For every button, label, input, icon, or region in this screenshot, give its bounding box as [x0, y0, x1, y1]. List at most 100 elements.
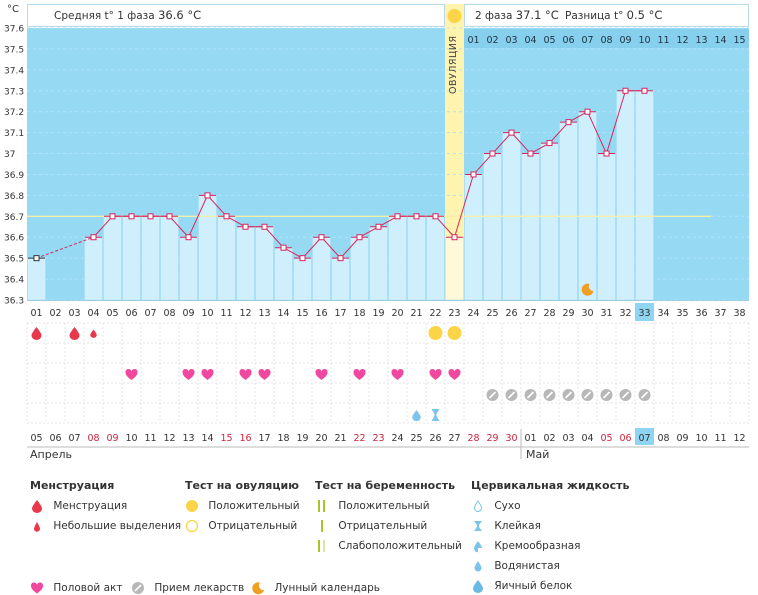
calendar-day-label: 24 [391, 433, 403, 444]
menstruation-drop-icon [69, 327, 80, 340]
temp-point [147, 213, 154, 220]
temp-bar [331, 257, 350, 301]
month-may: Май [526, 448, 550, 461]
legend-creamy-label: Кремообразная [494, 540, 581, 552]
temp-bar [236, 226, 255, 301]
temp-segment [454, 174, 474, 238]
drop-icon [32, 500, 42, 513]
y-tick-label: 36.4 [4, 276, 24, 286]
calendar-day-label: 12 [163, 433, 175, 444]
temp-point [527, 150, 534, 157]
y-tick-label: 36.6 [4, 234, 24, 244]
temp-segment [587, 111, 607, 154]
cycle-day-label: 02 [49, 308, 61, 319]
legend-preg-positive-label: Положительный [338, 500, 430, 512]
intercourse-heart-icon [239, 368, 252, 380]
calendar-day-label: 18 [277, 433, 289, 444]
temp-point [508, 129, 515, 136]
calendar-day-label: 29 [486, 433, 498, 444]
moon-icon [252, 582, 264, 595]
calendar-day-label: 28 [467, 433, 479, 444]
phase2-header-box [464, 4, 749, 27]
phase2-day-label: 13 [695, 35, 707, 46]
ovulation-sun-icon [447, 9, 462, 23]
phase2-day-label: 09 [619, 35, 631, 46]
temp-bar [122, 216, 141, 301]
cycle-day-label: 05 [106, 308, 118, 319]
temp-segment [511, 132, 531, 154]
temp-segment [492, 132, 512, 154]
temp-bar [483, 153, 502, 301]
y-tick-label: 37.5 [4, 45, 24, 55]
cycle-day-label: 18 [353, 308, 365, 319]
ovulation-column [445, 4, 464, 300]
cycle-day-label: 35 [676, 308, 688, 319]
temp-bar [616, 90, 635, 301]
single-bar-icon [321, 520, 323, 532]
cycle-day-label: 26 [505, 308, 517, 319]
legend-egg-white: Яичный белок [471, 579, 572, 593]
calendar-day-label: 06 [49, 433, 61, 444]
cycle-day-label: 27 [524, 308, 536, 319]
temperature-line [28, 87, 653, 262]
intercourse-heart-icon [125, 368, 138, 380]
temp-bar [521, 153, 540, 301]
calendar-day-label: 05 [30, 433, 42, 444]
calendar-day-label: 09 [676, 433, 688, 444]
calendar-day-label: 10 [695, 433, 707, 444]
medication-pill-stripe [507, 391, 516, 399]
phase2-day-label: 06 [562, 35, 574, 46]
temp-bar [312, 236, 331, 301]
temp-bar [464, 174, 483, 301]
y-tick-label: 36.8 [4, 192, 24, 202]
temp-bar [160, 216, 179, 301]
calendar-day-label: 14 [201, 433, 213, 444]
intercourse-heart-icon [391, 368, 404, 380]
medication-pill-stripe [602, 391, 611, 399]
calendar-day-label: 12 [733, 433, 745, 444]
temp-bar [540, 142, 559, 301]
cycle-day-label: 09 [182, 308, 194, 319]
temp-bar [179, 236, 198, 301]
moon-icon [581, 283, 594, 296]
cycle-day-label: 01 [30, 308, 42, 319]
temp-bar [217, 216, 236, 301]
temp-point [470, 171, 477, 178]
legend-preg-weak-label: Слабоположительный [338, 540, 462, 552]
axis-labels: 01 02 03 04 05 06 07 08 09 10 11 12 13 14 15 36.3 36.4 36… [4, 25, 749, 459]
calendar-day-label: 25 [410, 433, 422, 444]
calendar-day-label: 10 [125, 433, 137, 444]
temp-segment [207, 195, 227, 217]
cycle-day-label: 15 [296, 308, 308, 319]
legend-menstruation-label: Менструация [53, 500, 128, 512]
unit-label: °C [7, 4, 19, 15]
calendar-day-label: 11 [144, 433, 156, 444]
month-april: Апрель [30, 448, 72, 461]
temp-segment [359, 226, 379, 238]
temp-point [223, 213, 230, 220]
medication-pill-stripe [583, 391, 592, 399]
temp-segment [93, 215, 113, 238]
temp-point [337, 255, 344, 262]
legend-preg-negative: Отрицательный [315, 519, 427, 533]
calendar-day-label: 11 [714, 433, 726, 444]
temp-point [641, 87, 648, 94]
temp-point [109, 213, 116, 220]
cycle-day-label: 11 [220, 308, 232, 319]
ovulation-label: ОВУЛЯЦИЯ [448, 35, 459, 94]
temp-bar [27, 257, 46, 301]
temp-segment [302, 236, 322, 259]
calendar-day-label: 05 [600, 433, 612, 444]
phase2-day-label: 10 [638, 35, 650, 46]
cycle-day-label: 34 [657, 308, 669, 319]
ovulation-test-positive-icon [428, 326, 443, 340]
medication-pill-stripe [640, 391, 649, 399]
cycle-day-label: 16 [315, 308, 327, 319]
y-tick-label: 36.3 [4, 297, 24, 307]
temp-point [185, 234, 192, 241]
cycle-day-label: 13 [258, 308, 270, 319]
temp-point [204, 192, 211, 199]
phase2-day-row [464, 29, 749, 48]
calendar-day-label: 06 [619, 433, 631, 444]
temp-bar [559, 121, 578, 301]
